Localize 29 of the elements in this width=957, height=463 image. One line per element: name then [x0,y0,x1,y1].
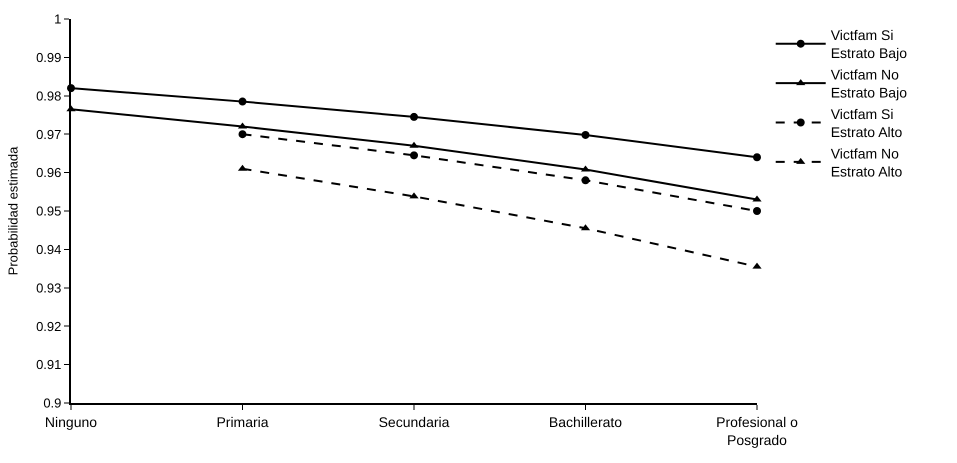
y-tick-label: 0.94 [36,242,62,257]
point [410,112,418,121]
y-axis-title: Probabilidad estimada [6,146,21,276]
x-tick-label: Primaria [216,414,269,430]
legend-label: Victfam No Estrato Alto [830,145,903,180]
x-tick-label: Secundaria [378,414,450,430]
y-tick-label: 0.9 [43,396,62,411]
point [582,176,590,184]
point [238,130,246,138]
legend-label: Victfam Si Estrato Alto [830,106,903,140]
y-tick-label: 0.95 [36,204,62,219]
point [410,151,418,160]
point [238,98,246,106]
point [753,207,761,215]
y-tick-label: 1 [54,12,62,27]
y-tick-label: 0.93 [36,280,62,296]
point [582,130,590,139]
y-tick-label: 0.96 [36,165,62,180]
y-tick-label: 0.99 [36,50,62,65]
y-tick-label: 0.97 [36,126,62,142]
y-tick-label: 0.91 [36,357,62,372]
x-tick-label: Profesional o Posgrado [716,414,798,448]
point [753,153,761,162]
x-tick-label: Ninguno [44,414,98,430]
x-tick-label: Bachillerato [548,414,622,430]
y-tick-label: 0.98 [36,88,62,104]
legend-label: Victfam Si Estrato Bajo [830,27,908,62]
legend-label: Victfam No Estrato Bajo [830,66,908,101]
y-tick-label: 0.92 [36,318,62,334]
